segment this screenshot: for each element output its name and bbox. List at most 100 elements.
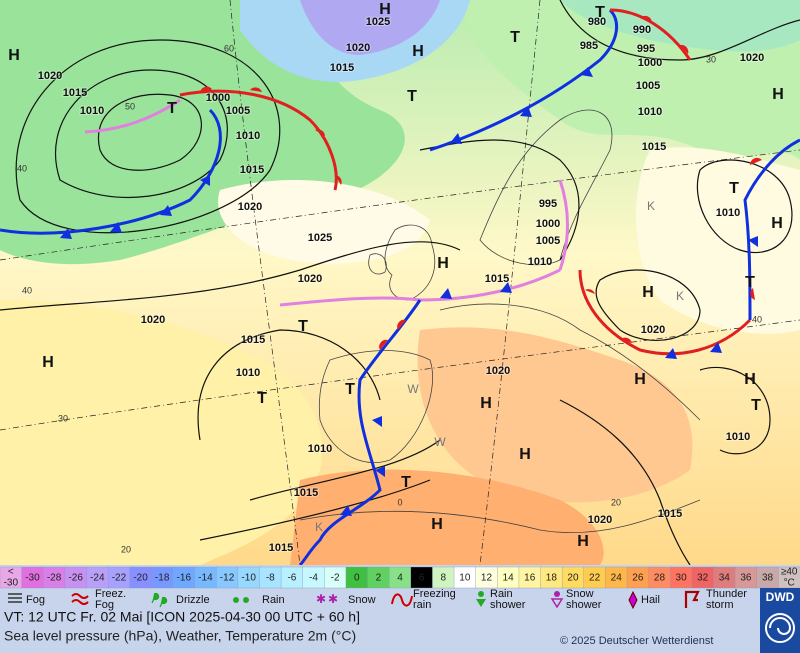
pressure-label: 1005 <box>636 80 660 92</box>
pressure-center: T <box>751 397 761 414</box>
isotherm-label: 40 <box>22 285 32 295</box>
scale-label: 14 <box>503 573 515 584</box>
scale-label: 20 <box>567 573 579 584</box>
isotherm-label: 0 <box>397 497 402 507</box>
isotherm-label: 60 <box>224 43 234 53</box>
pressure-center: H <box>519 446 531 463</box>
icon <box>8 593 22 603</box>
pressure-center: H <box>577 533 589 550</box>
pressure-label: 995 <box>539 198 557 210</box>
pressure-center: H <box>480 395 492 412</box>
pressure-label: 1005 <box>536 235 560 247</box>
pressure-center: T <box>345 381 355 398</box>
marker: W <box>434 435 446 449</box>
icon <box>71 593 89 605</box>
pressure-center: T <box>745 274 755 291</box>
marker: K <box>647 199 655 213</box>
pressure-center: T <box>257 390 267 407</box>
pressure-center: T <box>407 88 417 105</box>
pressure-label: 1000 <box>206 92 230 104</box>
legend-label: Snow <box>566 588 594 600</box>
pressure-center: T <box>401 474 411 491</box>
pressure-label: 1020 <box>298 273 322 285</box>
legend-label: Rain <box>262 594 285 606</box>
pressure-center: H <box>634 371 646 388</box>
scale-label: 2 <box>376 573 382 584</box>
scale-label: ≥40 <box>781 567 798 578</box>
pressure-label: 1010 <box>80 105 104 117</box>
pressure-label: 990 <box>633 24 651 36</box>
icon <box>554 591 560 597</box>
scale-label: 24 <box>611 573 623 584</box>
scale-label: 34 <box>719 573 731 584</box>
isotherm-label: 30 <box>58 413 68 423</box>
scale-label: 6 <box>419 573 425 584</box>
map-labels: 1025102010151020101510101000100510101015… <box>8 1 784 555</box>
legend-label: Rain <box>490 588 513 600</box>
legend-label: Freezing <box>413 588 456 600</box>
marker: W <box>407 382 419 396</box>
scale-label: -16 <box>177 573 192 584</box>
pressure-label: 1000 <box>638 57 662 69</box>
logo-text: DWD <box>766 590 795 604</box>
pressure-label: 1015 <box>269 542 293 554</box>
pressure-label: 1015 <box>330 62 354 74</box>
scale-label: 8 <box>440 573 446 584</box>
scale-label: -14 <box>198 573 213 584</box>
pressure-label: 1020 <box>38 70 62 82</box>
pressure-center: H <box>412 43 424 60</box>
legend-label: Drizzle <box>176 594 210 606</box>
legend-label: Fog <box>95 599 114 611</box>
scale-label: 36 <box>740 573 752 584</box>
legend-label: rain <box>413 599 431 611</box>
scale-label: -12 <box>220 573 235 584</box>
pressure-center: H <box>8 47 20 64</box>
pressure-label: 1015 <box>241 334 265 346</box>
icon <box>233 597 239 603</box>
pressure-label: 1010 <box>726 431 750 443</box>
fronts <box>0 8 800 567</box>
description: Sea level pressure (hPa), Weather, Tempe… <box>4 628 356 644</box>
pressure-label: 1020 <box>141 314 165 326</box>
copyright: © 2025 Deutscher Wetterdienst <box>560 635 713 647</box>
scale-label: -20 <box>133 573 148 584</box>
scale-label: -4 <box>309 573 318 584</box>
map <box>0 0 800 567</box>
scale-label: 30 <box>676 573 688 584</box>
icon <box>476 599 486 607</box>
pressure-center: H <box>642 284 654 301</box>
pressure-center: H <box>431 516 443 533</box>
pressure-center: T <box>595 4 605 21</box>
icon <box>478 591 484 597</box>
scale-label: -8 <box>266 573 275 584</box>
scale-label: 0 <box>354 573 360 584</box>
scale-label: 22 <box>589 573 601 584</box>
weather-legend: Fog Freez.Fog Drizzle Rain ✱ ✱ Snow Freezingrai… <box>8 588 747 611</box>
pressure-label: 1015 <box>240 164 264 176</box>
pressure-label: 1010 <box>236 130 260 142</box>
icon <box>243 597 249 603</box>
pressure-center: H <box>771 215 783 232</box>
isotherm-label: 20 <box>611 497 621 507</box>
icon <box>628 590 638 610</box>
isotherm-label: 20 <box>121 544 131 554</box>
isotherm-label: 50 <box>125 101 135 111</box>
pressure-center: T <box>298 318 308 335</box>
dwd-logo: DWD <box>760 588 800 653</box>
valid-time: VT: 12 UTC Fr. 02 Mai [ICON 2025-04-30 0… <box>4 609 360 625</box>
pressure-label: 1010 <box>528 256 552 268</box>
pressure-label: 1010 <box>716 207 740 219</box>
pressure-label: 1020 <box>238 201 262 213</box>
pressure-center: H <box>42 354 54 371</box>
pressure-label: 1015 <box>63 87 87 99</box>
legend-label: Snow <box>348 594 376 606</box>
scale-label: -30 <box>4 578 19 589</box>
scale-label: -6 <box>287 573 296 584</box>
scale-label: 10 <box>459 573 471 584</box>
scale-label: -10 <box>241 573 256 584</box>
pressure-label: 1015 <box>485 273 509 285</box>
pressure-label: 1010 <box>308 443 332 455</box>
pressure-label: 1010 <box>638 106 662 118</box>
coastlines <box>299 109 701 533</box>
